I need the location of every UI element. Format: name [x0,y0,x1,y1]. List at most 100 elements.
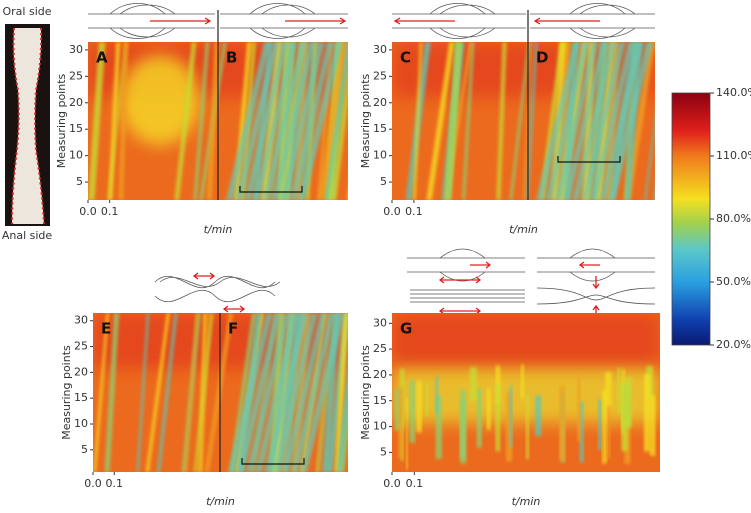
y-tick-label: 20 [373,368,387,381]
heatmap-stripe [554,42,599,200]
heatmap-stripe [322,313,341,472]
heatmap-stripe [244,42,289,200]
heatmap-stripe [273,313,318,472]
heatmap-stripe [545,42,590,200]
side-label: Oral side [2,5,51,18]
y-tick-label: 15 [373,122,387,135]
y-tick-label: 5 [81,443,88,456]
heatmap-stripe [206,42,220,200]
colorbar-tick-label: 20.0% [716,338,751,351]
heatmap-stripe [581,42,626,200]
heatmap-stripe [525,393,530,460]
heatmap-stripe [509,42,531,200]
bracket [239,186,303,193]
heatmap [392,313,660,472]
heatmap-stripe [590,42,635,200]
x-tick-label: 0.1 [101,205,119,218]
heatmap-stripe [193,313,214,472]
heatmap-stripe [496,42,507,200]
panel-letter: B [226,49,237,67]
heatmap-stripe [253,42,298,200]
heatmap-stripe [156,313,178,472]
heatmap-stripe [104,313,120,472]
heatmap-stripe [644,374,651,452]
y-tick-label: 15 [69,122,83,135]
heatmap-stripe [486,388,491,430]
panel-letter: A [96,49,108,67]
heatmap-stripe [621,384,628,452]
heatmap-stripe [577,375,581,442]
heatmap-stripe [282,313,327,472]
y-axis-label: Measuring points [60,345,73,440]
y-tick-label: 10 [373,420,387,433]
y-tick-label: 15 [373,394,387,407]
heatmap-stripe [88,42,106,200]
panel-letter: G [400,320,412,338]
heatmap-stripe [108,42,121,200]
heatmap-stripe [136,313,150,472]
heatmap-stripe [525,42,538,200]
heatmap-stripe [405,397,408,470]
heatmap-stripe [460,400,466,459]
y-tick-label: 10 [74,417,88,430]
heatmap-stripe [118,42,129,200]
colorbar-tick-label: 140.0% [716,86,751,99]
heatmap-stripe [347,191,348,200]
heatmap-stripe [608,42,653,200]
specimen-photo [5,24,50,226]
heatmap-stripe [237,313,282,472]
y-tick-label: 5 [380,175,387,188]
heatmap-stripe [469,367,477,401]
heatmap-stripe [336,363,348,472]
heatmap-stripe [413,42,423,200]
heatmap-stripe [228,313,273,472]
panel-letter: D [536,49,548,67]
x-tick-label: 0.0 [383,205,401,218]
heatmap-blob [120,55,200,145]
y-tick-label: 30 [373,316,387,329]
y-tick-label: 30 [74,314,88,327]
heatmap-stripe [597,399,602,451]
heatmap-stripe [649,395,656,456]
y-tick-label: 25 [69,69,83,82]
heatmap-stripe [617,367,621,415]
y-axis-label: Measuring points [55,73,68,168]
heatmap-stripe [229,313,257,472]
colorbar-tick-label: 50.0% [716,275,751,288]
heatmap-stripe [445,42,461,200]
x-tick-label: 0.0 [79,205,97,218]
panel-letter: E [101,320,111,338]
heatmap-stripe [193,42,210,200]
y-tick-label: 30 [373,43,387,56]
heatmap-stripe [495,383,501,452]
heatmap-stripe [246,313,291,472]
heatmap-stripe [204,313,234,472]
heatmap-stripe [226,42,271,200]
y-tick-label: 10 [69,149,83,162]
y-tick-label: 25 [373,342,387,355]
x-tick-label: 0.0 [383,477,401,490]
heatmap-stripe [334,313,348,472]
heatmap-stripe [605,372,612,407]
y-axis-label: Measuring points [359,345,372,440]
panel-letter: F [228,320,238,338]
heatmap-stripe [572,42,617,200]
heatmap-stripe [298,42,343,200]
heatmap-stripe [255,313,300,472]
x-tick-label: 0.1 [406,477,424,490]
x-tick-label: 0.1 [106,477,124,490]
heatmap-stripe [398,388,404,459]
heatmap-stripe [271,42,316,200]
colorbar-tick-label: 110.0% [716,149,751,162]
heatmap-stripe [262,42,307,200]
heatmap-band [392,313,660,369]
y-tick-label: 20 [373,96,387,109]
heatmap-stripe [520,364,525,400]
y-axis-label: Measuring points [359,73,372,168]
x-axis-label: t/min [204,223,233,236]
y-tick-label: 5 [76,175,83,188]
heatmap-stripe [462,42,475,200]
heatmap-stripe [409,380,416,443]
heatmap-stripe [535,395,542,437]
